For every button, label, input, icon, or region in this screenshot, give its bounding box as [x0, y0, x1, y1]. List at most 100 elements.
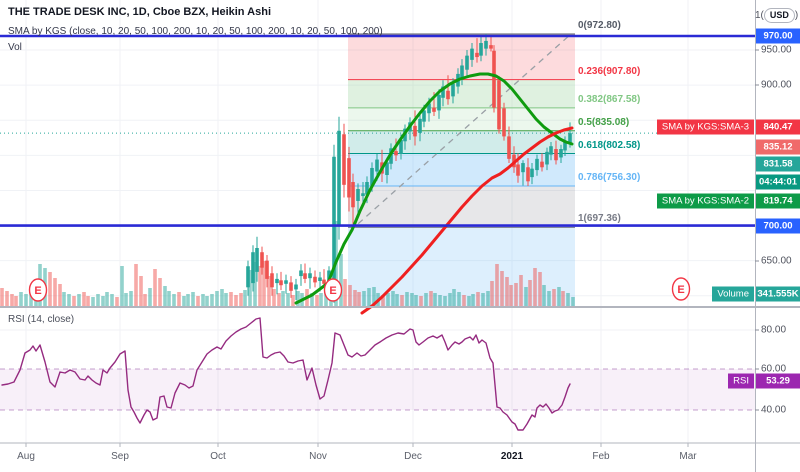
candle-body[interactable] [507, 136, 511, 159]
volume-bar[interactable] [419, 296, 423, 306]
volume-bar[interactable] [343, 279, 347, 306]
volume-bar[interactable] [509, 285, 513, 306]
volume-bar[interactable] [524, 287, 528, 306]
volume-bar[interactable] [163, 286, 167, 306]
volume-bar[interactable] [220, 289, 224, 306]
symbol-title[interactable]: THE TRADE DESK INC, 1D, Cboe BZX, Heikin… [8, 6, 272, 18]
volume-bar[interactable] [91, 297, 95, 306]
volume-bar[interactable] [196, 296, 200, 306]
volume-bar[interactable] [505, 277, 509, 306]
candle-body[interactable] [545, 151, 549, 165]
volume-bar[interactable] [67, 294, 71, 306]
indicator-name-tag[interactable]: SMA by KGS:SMA-2 [656, 193, 754, 209]
earnings-marker[interactable] [671, 277, 691, 301]
volume-indicator-legend[interactable]: Vol [8, 42, 22, 53]
candle-body[interactable] [427, 103, 431, 114]
volume-bar[interactable] [362, 291, 366, 306]
volume-bar[interactable] [462, 295, 466, 306]
candle-body[interactable] [492, 50, 496, 108]
candle-body[interactable] [475, 52, 479, 58]
volume-bar[interactable] [448, 293, 452, 306]
candle-body[interactable] [399, 139, 403, 154]
candle-body[interactable] [516, 164, 520, 176]
volume-bar[interactable] [139, 276, 143, 306]
candle-body[interactable] [361, 193, 365, 197]
volume-bar[interactable] [158, 278, 162, 306]
candle-body[interactable] [549, 146, 553, 155]
volume-bar[interactable] [224, 293, 228, 306]
candle-body[interactable] [559, 149, 563, 158]
candle-body[interactable] [437, 94, 441, 111]
volume-bar[interactable] [191, 292, 195, 306]
candle-body[interactable] [370, 167, 374, 186]
candle-body[interactable] [563, 140, 567, 151]
volume-bar[interactable] [86, 296, 90, 306]
candle-body[interactable] [540, 161, 544, 168]
sma-indicator-legend[interactable]: SMA by KGS (close, 10, 20, 50, 100, 200,… [8, 26, 383, 37]
candle-body[interactable] [284, 280, 288, 284]
volume-bar[interactable] [405, 292, 409, 306]
volume-bar[interactable] [410, 293, 414, 306]
volume-bar[interactable] [471, 294, 475, 306]
volume-bar[interactable] [538, 272, 542, 306]
candle-body[interactable] [303, 273, 307, 279]
candle-body[interactable] [375, 159, 379, 172]
candle-body[interactable] [497, 80, 501, 130]
volume-bar[interactable] [547, 291, 551, 306]
volume-bar[interactable] [319, 293, 323, 306]
volume-bar[interactable] [58, 284, 62, 306]
volume-bar[interactable] [262, 261, 266, 306]
candle-body[interactable] [422, 110, 426, 122]
candle-body[interactable] [347, 158, 351, 198]
volume-bar[interactable] [552, 289, 556, 306]
volume-bar[interactable] [5, 291, 9, 306]
volume-bar[interactable] [48, 272, 52, 306]
candle-body[interactable] [255, 248, 259, 272]
volume-bar[interactable] [53, 278, 57, 306]
candle-body[interactable] [521, 163, 525, 173]
candle-body[interactable] [294, 284, 298, 290]
volume-bar[interactable] [243, 290, 247, 306]
candle-body[interactable] [479, 43, 483, 56]
candle-body[interactable] [351, 182, 355, 208]
candle-body[interactable] [270, 273, 274, 288]
volume-bar[interactable] [500, 271, 504, 306]
volume-bar[interactable] [395, 294, 399, 306]
volume-bar[interactable] [542, 285, 546, 306]
volume-bar[interactable] [14, 296, 18, 306]
candle-body[interactable] [394, 151, 398, 156]
volume-bar[interactable] [386, 293, 390, 306]
volume-bar[interactable] [561, 291, 565, 306]
volume-bar[interactable] [153, 269, 157, 306]
volume-bar[interactable] [105, 292, 109, 306]
volume-bar[interactable] [424, 293, 428, 306]
rsi-line[interactable] [1, 317, 571, 431]
volume-bar[interactable] [495, 264, 499, 306]
volume-bar[interactable] [72, 296, 76, 306]
candle-body[interactable] [432, 107, 436, 112]
indicator-name-tag[interactable]: Volume [712, 286, 754, 302]
volume-bar[interactable] [519, 275, 523, 306]
candle-body[interactable] [246, 266, 250, 288]
volume-bar[interactable] [339, 254, 343, 306]
volume-bar[interactable] [490, 281, 494, 306]
volume-bar[interactable] [143, 294, 147, 306]
volume-bar[interactable] [429, 291, 433, 306]
candle-body[interactable] [322, 279, 326, 284]
volume-bar[interactable] [357, 292, 361, 306]
candle-body[interactable] [451, 83, 455, 97]
candle-body[interactable] [535, 158, 539, 171]
candle-body[interactable] [299, 270, 303, 277]
volume-bar[interactable] [62, 292, 66, 306]
volume-bar[interactable] [167, 291, 171, 306]
candle-body[interactable] [502, 108, 506, 137]
candle-body[interactable] [530, 168, 534, 178]
candle-body[interactable] [465, 55, 469, 70]
volume-bar[interactable] [528, 280, 532, 306]
volume-bar[interactable] [96, 294, 100, 306]
candle-body[interactable] [418, 118, 422, 133]
volume-bar[interactable] [557, 287, 561, 306]
volume-bar[interactable] [514, 283, 518, 306]
volume-bar[interactable] [120, 266, 124, 306]
